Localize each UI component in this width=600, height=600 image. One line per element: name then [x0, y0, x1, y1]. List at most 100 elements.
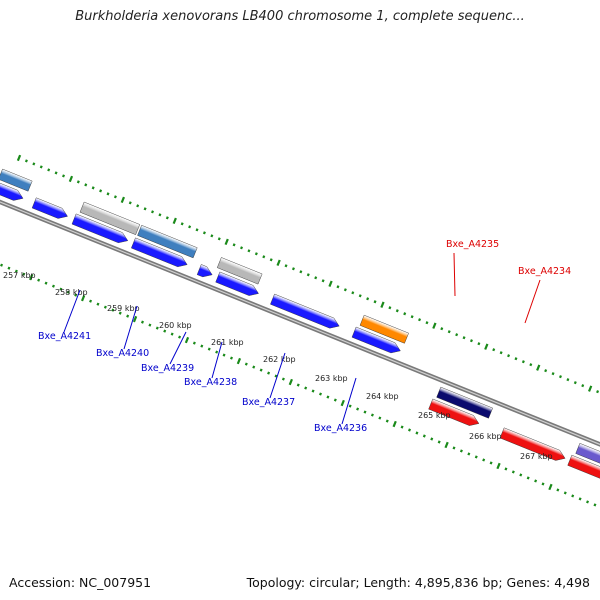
outer-tick	[172, 217, 177, 225]
gene-leader-line	[341, 377, 357, 425]
inner-tick	[415, 431, 419, 435]
inner-tick	[74, 293, 78, 297]
outer-tick	[558, 375, 562, 379]
inner-tick	[356, 407, 360, 411]
inner-tick	[511, 470, 515, 474]
inner-tick	[444, 441, 449, 449]
inner-tick	[430, 437, 434, 441]
gene-block	[137, 224, 198, 259]
outer-tick	[425, 321, 429, 325]
inner-tick	[593, 503, 597, 507]
kbp-label: 266 kbp	[469, 432, 502, 441]
outer-tick	[158, 213, 162, 217]
outer-tick	[373, 300, 377, 304]
inner-tick	[519, 473, 523, 477]
inner-tick	[140, 320, 144, 324]
kbp-label: 261 kbp	[211, 338, 244, 347]
topology-summary: Topology: circular; Length: 4,895,836 bp…	[246, 575, 590, 590]
inner-tick	[437, 440, 441, 444]
outer-tick	[262, 255, 266, 259]
inner-tick	[548, 483, 553, 491]
gene-label: Bxe_A4241	[38, 331, 91, 342]
outer-tick	[492, 348, 496, 352]
gene-leader-line	[453, 252, 456, 297]
gene-label: Bxe_A4234	[518, 266, 571, 277]
outer-tick	[16, 154, 22, 162]
inner-tick	[556, 488, 560, 492]
inner-tick	[459, 449, 463, 453]
inner-tick	[207, 347, 211, 351]
outer-tick	[291, 267, 295, 271]
gene-block	[216, 257, 263, 285]
gene-block	[31, 197, 68, 219]
inner-tick	[363, 410, 367, 414]
outer-tick	[120, 196, 125, 204]
strip-group	[0, 154, 600, 507]
outer-tick	[403, 312, 407, 316]
kbp-label: 257 kbp	[3, 271, 36, 280]
outer-tick	[106, 192, 110, 196]
gene-block	[575, 443, 600, 471]
inner-tick	[80, 294, 86, 302]
gene-leader-line	[169, 331, 187, 365]
inner-tick	[474, 455, 478, 459]
outer-tick	[440, 327, 444, 331]
kbp-label: 262 kbp	[263, 355, 296, 364]
inner-tick	[400, 425, 404, 429]
inner-tick	[385, 419, 389, 423]
inner-tick	[229, 356, 233, 360]
inner-tick	[504, 467, 508, 471]
inner-tick	[222, 353, 226, 357]
kbp-label: 259 kbp	[107, 304, 140, 313]
gene-block	[436, 386, 493, 419]
outer-tick	[113, 195, 117, 199]
inner-tick	[148, 323, 152, 327]
gene-label: Bxe_A4237	[242, 397, 295, 408]
inner-tick	[178, 335, 182, 339]
inner-tick	[44, 281, 48, 285]
outer-tick	[269, 258, 273, 262]
gene-leader-line	[211, 341, 223, 379]
outer-tick	[455, 333, 459, 337]
outer-tick	[418, 318, 422, 322]
inner-tick	[0, 263, 4, 267]
inner-tick	[452, 446, 456, 450]
inner-tick	[103, 305, 107, 309]
outer-tick	[76, 180, 80, 184]
inner-tick	[370, 413, 374, 417]
gene-block	[79, 201, 141, 235]
inner-tick	[340, 399, 345, 407]
inner-tick	[378, 416, 382, 420]
outer-tick	[84, 183, 88, 187]
gene-leader-line	[269, 352, 286, 399]
inner-tick	[192, 341, 196, 345]
inner-tick	[22, 272, 26, 276]
outer-tick	[136, 204, 140, 208]
outer-tick	[68, 175, 74, 183]
outer-tick	[143, 207, 147, 211]
gene-block	[270, 293, 340, 329]
outer-tick	[224, 238, 229, 246]
gene-block	[131, 237, 188, 267]
inner-tick	[215, 350, 219, 354]
inner-tick	[89, 299, 93, 303]
inner-tick	[126, 314, 130, 318]
kbp-label: 267 kbp	[520, 452, 553, 461]
outer-tick	[39, 165, 43, 169]
inner-tick	[51, 284, 55, 288]
outer-tick	[380, 301, 385, 308]
inner-tick	[571, 494, 575, 498]
inner-tick	[319, 392, 322, 396]
gene-block	[359, 314, 409, 344]
outer-tick	[232, 243, 236, 247]
gene-block	[351, 326, 401, 354]
outer-tick	[469, 339, 473, 343]
outer-tick	[247, 249, 251, 253]
inner-tick	[304, 386, 308, 390]
inner-tick	[267, 371, 271, 375]
inner-tick	[348, 404, 352, 408]
outer-tick	[351, 291, 355, 295]
inner-tick	[96, 302, 100, 306]
outer-tick	[180, 222, 184, 226]
